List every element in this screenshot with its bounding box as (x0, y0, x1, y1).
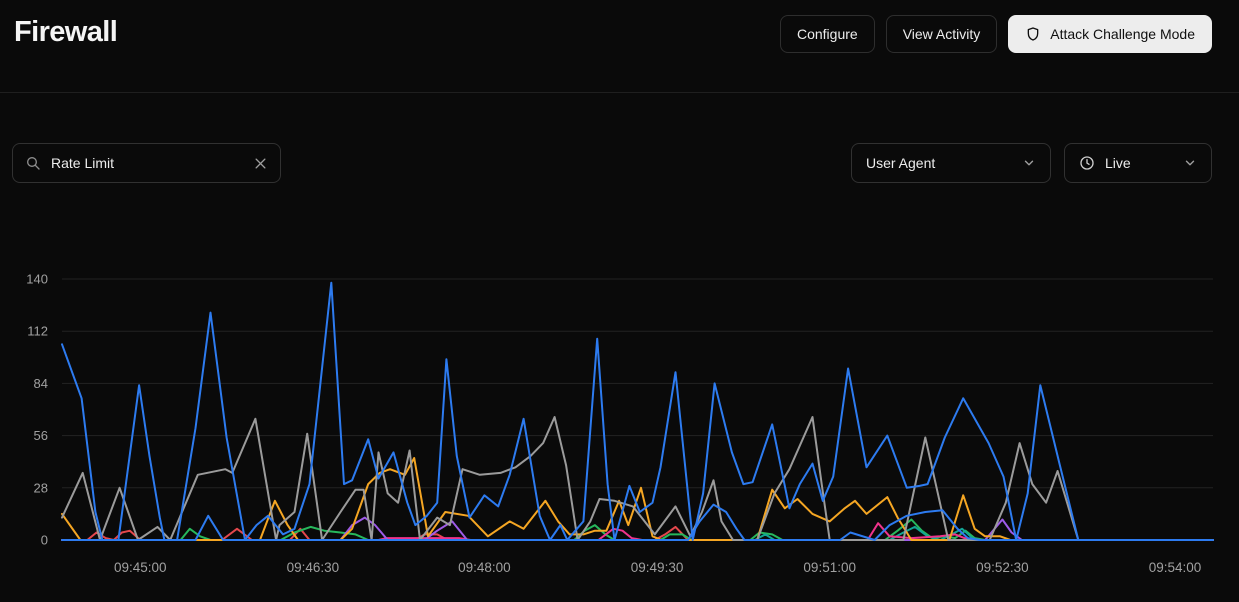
y-axis-tick-label: 84 (34, 376, 48, 391)
series-line-teal (61, 525, 1214, 541)
page-header: Firewall Configure View Activity Attack … (0, 0, 1239, 93)
page-title: Firewall (14, 16, 118, 48)
series-line-gray (61, 416, 1214, 541)
search-input[interactable] (51, 155, 243, 171)
x-axis-tick-label: 09:45:00 (114, 560, 167, 575)
series-line-purple (61, 516, 1214, 541)
search-icon (25, 155, 41, 171)
header-actions: Configure View Activity Attack Challenge… (779, 15, 1212, 53)
view-activity-button[interactable]: View Activity (885, 15, 998, 53)
x-axis-tick-label: 09:46:30 (287, 560, 340, 575)
group-by-value: User Agent (866, 155, 936, 171)
series-line-red (61, 525, 1214, 541)
group-by-select[interactable]: User Agent (851, 143, 1051, 183)
x-axis-tick-label: 09:54:00 (1149, 560, 1202, 575)
time-range-value: Live (1105, 155, 1131, 171)
search-box[interactable] (12, 143, 281, 183)
chevron-down-icon (1183, 156, 1197, 170)
series-line-blue (61, 281, 1214, 541)
chevron-down-icon (1022, 156, 1036, 170)
series-line-blue-2 (61, 503, 1214, 541)
view-activity-button-label: View Activity (902, 26, 981, 42)
y-axis-tick-label: 56 (34, 428, 48, 443)
y-axis-tick-label: 0 (41, 533, 48, 548)
filter-controls: User Agent Live (0, 143, 1239, 183)
x-axis-tick-label: 09:49:30 (631, 560, 684, 575)
configure-button-label: Configure (796, 26, 858, 42)
attack-challenge-mode-button[interactable]: Attack Challenge Mode (1008, 15, 1212, 53)
x-axis-tick-label: 09:51:00 (803, 560, 856, 575)
y-axis-tick-label: 140 (26, 272, 48, 287)
x-axis-tick-label: 09:48:00 (458, 560, 511, 575)
clock-icon (1079, 155, 1095, 171)
attack-challenge-mode-label: Attack Challenge Mode (1050, 26, 1195, 42)
clear-icon[interactable] (253, 156, 268, 171)
shield-icon (1025, 26, 1041, 42)
y-axis-tick-label: 28 (34, 480, 48, 495)
y-axis-tick-label: 112 (27, 324, 48, 339)
time-range-select[interactable]: Live (1064, 143, 1212, 183)
x-axis-tick-label: 09:52:30 (976, 560, 1029, 575)
configure-button[interactable]: Configure (779, 15, 875, 53)
traffic-chart-svg: 0 28 56 84 112 140 09:45:00 09:46:30 09:48:00 09:… (26, 272, 1214, 575)
series-line-orange (61, 457, 1214, 541)
traffic-chart: 0 28 56 84 112 140 09:45:00 09:46:30 09:48:00 09:… (0, 250, 1239, 595)
